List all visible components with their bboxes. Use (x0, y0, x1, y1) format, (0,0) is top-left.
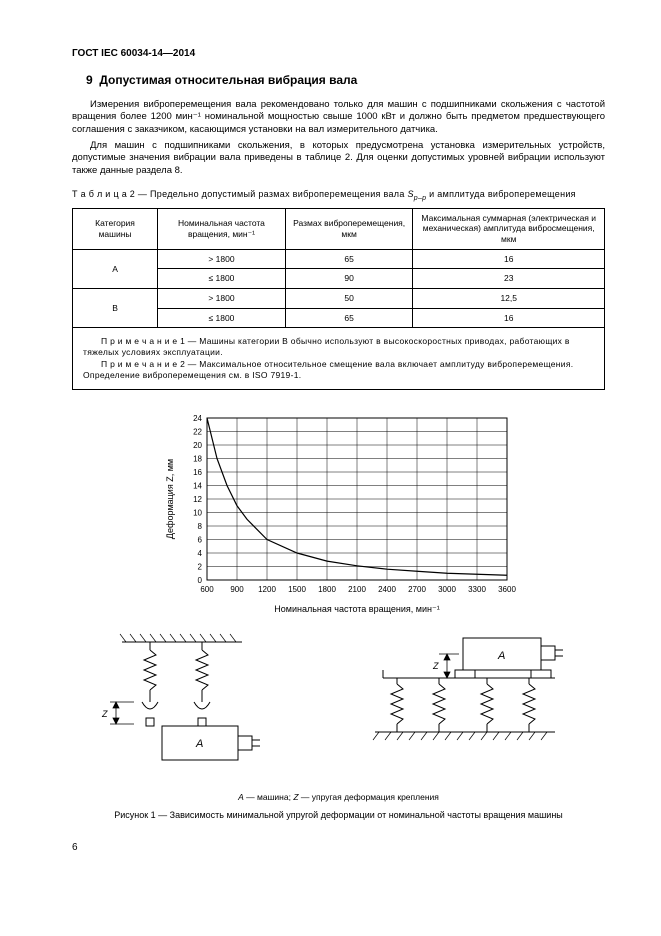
svg-text:2100: 2100 (348, 585, 366, 594)
svg-text:8: 8 (197, 522, 202, 531)
cell-cat-a: A (73, 249, 158, 288)
diagram-z-label: Z (101, 709, 108, 719)
table-caption: Т а б л и ц а 2 — Предельно допустимый р… (72, 189, 605, 202)
svg-text:3600: 3600 (498, 585, 516, 594)
cell: ≤ 1800 (158, 269, 286, 289)
svg-text:3300: 3300 (468, 585, 486, 594)
diagram-legend: A — машина; Z — упругая деформация крепл… (72, 792, 605, 802)
cell: 90 (285, 269, 413, 289)
svg-text:3000: 3000 (438, 585, 456, 594)
svg-text:22: 22 (193, 427, 202, 436)
diagram-a-label-right: A (497, 650, 505, 662)
mounting-diagram-right: A Z (355, 630, 585, 780)
cell: 65 (285, 308, 413, 328)
deformation-chart: 6009001200150018002100240027003000330036… (159, 408, 519, 618)
figure-caption: Рисунок 1 — Зависимость минимальной упру… (72, 810, 605, 820)
svg-text:20: 20 (193, 441, 202, 450)
svg-text:12: 12 (193, 495, 202, 504)
svg-text:2700: 2700 (408, 585, 426, 594)
svg-text:1800: 1800 (318, 585, 336, 594)
svg-text:Номинальная частота вращения,: Номинальная частота вращения, мин⁻¹ (274, 604, 439, 614)
svg-text:18: 18 (193, 454, 202, 463)
cell-cat-b: B (73, 288, 158, 327)
svg-text:0: 0 (197, 576, 202, 585)
svg-text:600: 600 (200, 585, 214, 594)
mounting-diagram-left: Z A (92, 630, 302, 780)
cell: 65 (285, 249, 413, 269)
svg-text:2400: 2400 (378, 585, 396, 594)
cell: 16 (413, 249, 605, 269)
table-note-2: П р и м е ч а н и е 2 — Максимальное отн… (83, 359, 594, 380)
svg-text:900: 900 (230, 585, 244, 594)
col-freq: Номинальная частота вращения, мин⁻¹ (158, 208, 286, 249)
svg-text:16: 16 (193, 468, 202, 477)
cell: ≤ 1800 (158, 308, 286, 328)
svg-text:Деформация Z, мм: Деформация Z, мм (165, 459, 175, 539)
table-row: B > 1800 50 12,5 (73, 288, 605, 308)
page-number: 6 (72, 842, 605, 853)
paragraph-1: Измерения виброперемещения вала рекоменд… (72, 99, 605, 136)
svg-text:1500: 1500 (288, 585, 306, 594)
limits-table: Категория машины Номинальная частота вра… (72, 208, 605, 390)
svg-text:24: 24 (193, 414, 202, 423)
cell: 23 (413, 269, 605, 289)
svg-text:14: 14 (193, 481, 202, 490)
col-category: Категория машины (73, 208, 158, 249)
paragraph-2: Для машин с подшипниками скольжения, в к… (72, 140, 605, 177)
svg-text:10: 10 (193, 508, 202, 517)
cell: 50 (285, 288, 413, 308)
svg-text:6: 6 (197, 535, 202, 544)
svg-text:2: 2 (197, 562, 202, 571)
section-number: 9 (86, 73, 93, 87)
table-row: A > 1800 65 16 (73, 249, 605, 269)
diagram-a-label-left: A (195, 738, 203, 750)
col-range: Размах виброперемещения, мкм (285, 208, 413, 249)
cell: 16 (413, 308, 605, 328)
document-id: ГОСТ IEC 60034-14—2014 (72, 48, 605, 59)
table-notes: П р и м е ч а н и е 1 — Машины категории… (73, 328, 605, 390)
svg-text:1200: 1200 (258, 585, 276, 594)
table-note-1: П р и м е ч а н и е 1 — Машины категории… (83, 336, 594, 357)
col-amp: Максимальная суммарная (электрическая и … (413, 208, 605, 249)
svg-text:4: 4 (197, 549, 202, 558)
cell: > 1800 (158, 249, 286, 269)
cell: > 1800 (158, 288, 286, 308)
diagram-z-label-right: Z (432, 661, 439, 671)
section-title: 9 Допустимая относительная вибрация вала (86, 73, 605, 87)
section-heading: Допустимая относительная вибрация вала (99, 73, 357, 87)
cell: 12,5 (413, 288, 605, 308)
